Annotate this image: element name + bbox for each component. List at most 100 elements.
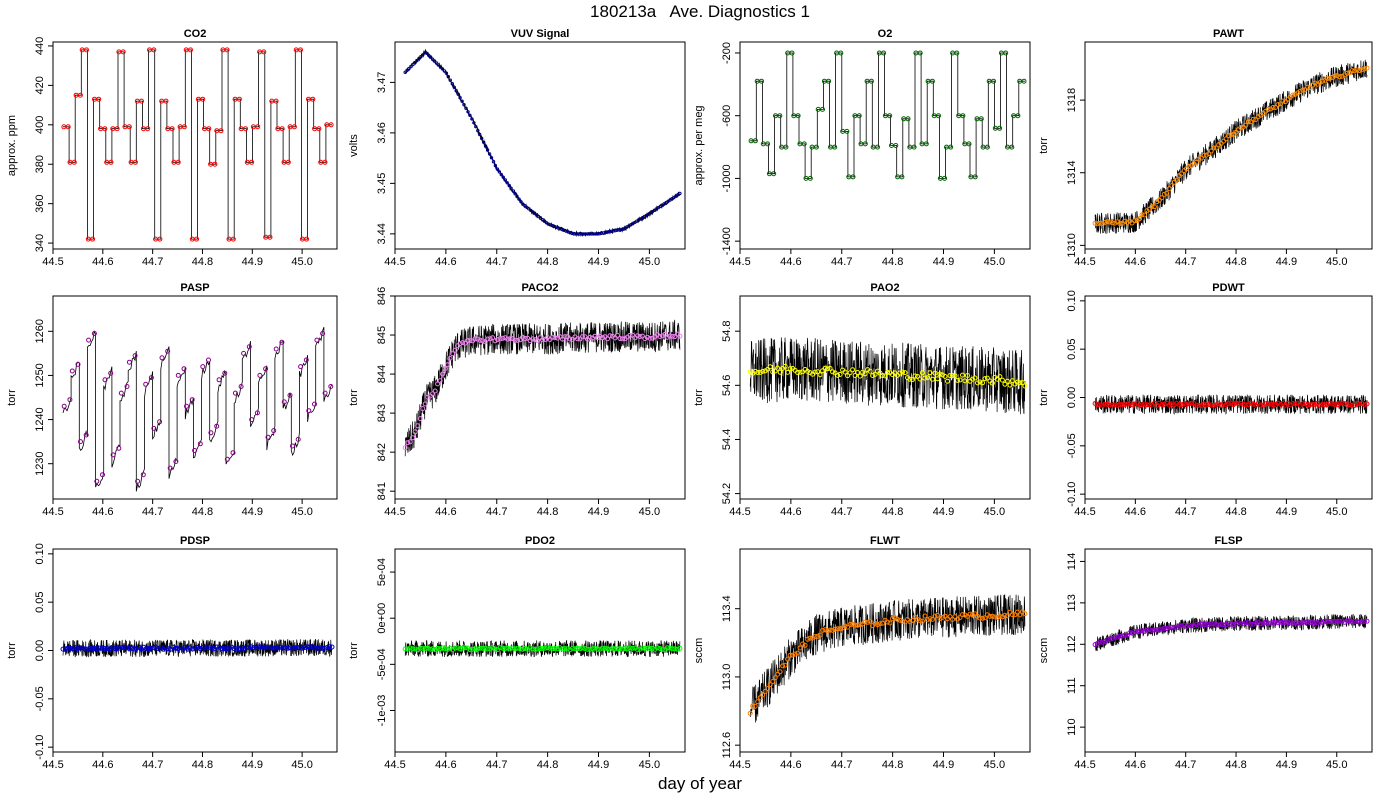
x-tick-label: 44.6 [780, 506, 801, 518]
data-point [602, 645, 608, 651]
data-point [552, 645, 558, 651]
data-point [1097, 639, 1103, 645]
data-point [592, 333, 598, 339]
data-point [1250, 116, 1256, 122]
data-point [500, 335, 506, 341]
panel-pawt: PAWT torr 44.5 44.6 44.7 44.8 44.9 45.0 1310 1314… [1038, 28, 1373, 268]
data-point [1248, 400, 1254, 406]
data-point [875, 144, 880, 150]
x-tick-label: 44.6 [92, 506, 113, 518]
data-point [1317, 619, 1323, 625]
data-point [787, 652, 793, 658]
x-tick-label: 44.8 [882, 256, 903, 268]
data-point [1349, 619, 1355, 625]
data-point [485, 336, 491, 342]
data-point [295, 436, 301, 442]
y-tick-label: 340 [34, 234, 46, 252]
data-point [982, 615, 988, 621]
data-point [1112, 402, 1118, 408]
data-point [936, 113, 941, 119]
data-point [1352, 68, 1358, 74]
data-point [523, 204, 527, 208]
data-point [224, 47, 230, 53]
data-point [1161, 401, 1167, 407]
data-point [230, 450, 236, 456]
data-point [1142, 401, 1147, 407]
panel-title: PAWT [1213, 28, 1244, 40]
data-point [462, 645, 468, 651]
data-point [1327, 400, 1333, 406]
data-point [432, 646, 438, 652]
data-point [429, 55, 433, 59]
data-point [532, 647, 538, 652]
data-point [1216, 142, 1222, 148]
data-point [672, 334, 678, 340]
data-point [820, 368, 826, 374]
data-point [552, 335, 558, 341]
data-point [169, 126, 175, 132]
data-point [511, 189, 515, 193]
data-point [780, 663, 786, 669]
series-line [404, 319, 681, 457]
data-point [977, 379, 983, 385]
data-point [667, 645, 673, 651]
data-point [1169, 401, 1175, 407]
data-point [468, 113, 472, 118]
data-point [480, 136, 484, 141]
data-point [997, 125, 1003, 131]
x-tick-label: 44.9 [242, 759, 263, 771]
data-point [592, 645, 598, 651]
data-point [820, 106, 825, 112]
x-tick-label: 44.7 [486, 256, 507, 268]
data-point [483, 144, 488, 148]
data-point [825, 366, 831, 372]
x-tick-label: 44.7 [142, 256, 163, 268]
data-point [615, 646, 620, 652]
data-point [263, 366, 269, 372]
data-point [275, 645, 281, 651]
data-point [845, 373, 851, 379]
data-point [922, 375, 928, 381]
data-point [1102, 401, 1108, 407]
data-point [850, 621, 856, 627]
data-point [61, 403, 67, 409]
data-point [72, 645, 78, 651]
data-point [1004, 378, 1010, 384]
data-point [800, 641, 806, 647]
data-point [885, 369, 890, 375]
data-point [485, 148, 490, 152]
data-point [962, 612, 968, 618]
data-point [942, 613, 948, 619]
data-point [1119, 402, 1125, 408]
data-point [452, 347, 458, 353]
data-point [302, 644, 308, 650]
data-point [947, 373, 953, 379]
x-tick-label: 45.0 [1326, 759, 1347, 771]
series-line [404, 639, 681, 658]
data-point [1275, 102, 1281, 108]
x-tick-label: 44.9 [588, 256, 609, 268]
series-line [404, 48, 681, 238]
data-point [470, 646, 476, 652]
data-point [267, 234, 273, 240]
plot-frame [739, 295, 1031, 500]
series-line [1094, 613, 1368, 652]
data-point [1095, 640, 1100, 646]
data-point [440, 371, 446, 377]
data-point [547, 645, 553, 651]
data-point [805, 368, 811, 374]
data-point [1017, 380, 1023, 386]
data-point [1117, 221, 1123, 227]
data-point [1250, 401, 1256, 407]
data-point [920, 370, 925, 376]
data-point [882, 373, 888, 379]
y-tick-label: -600 [721, 105, 733, 127]
data-point [915, 617, 920, 622]
data-point [672, 646, 678, 652]
data-point [452, 85, 456, 89]
plot-frame [1084, 548, 1373, 753]
data-point [1142, 628, 1147, 634]
x-tick-label: 44.6 [435, 506, 456, 518]
data-point [1312, 80, 1318, 86]
data-point [1100, 639, 1105, 645]
